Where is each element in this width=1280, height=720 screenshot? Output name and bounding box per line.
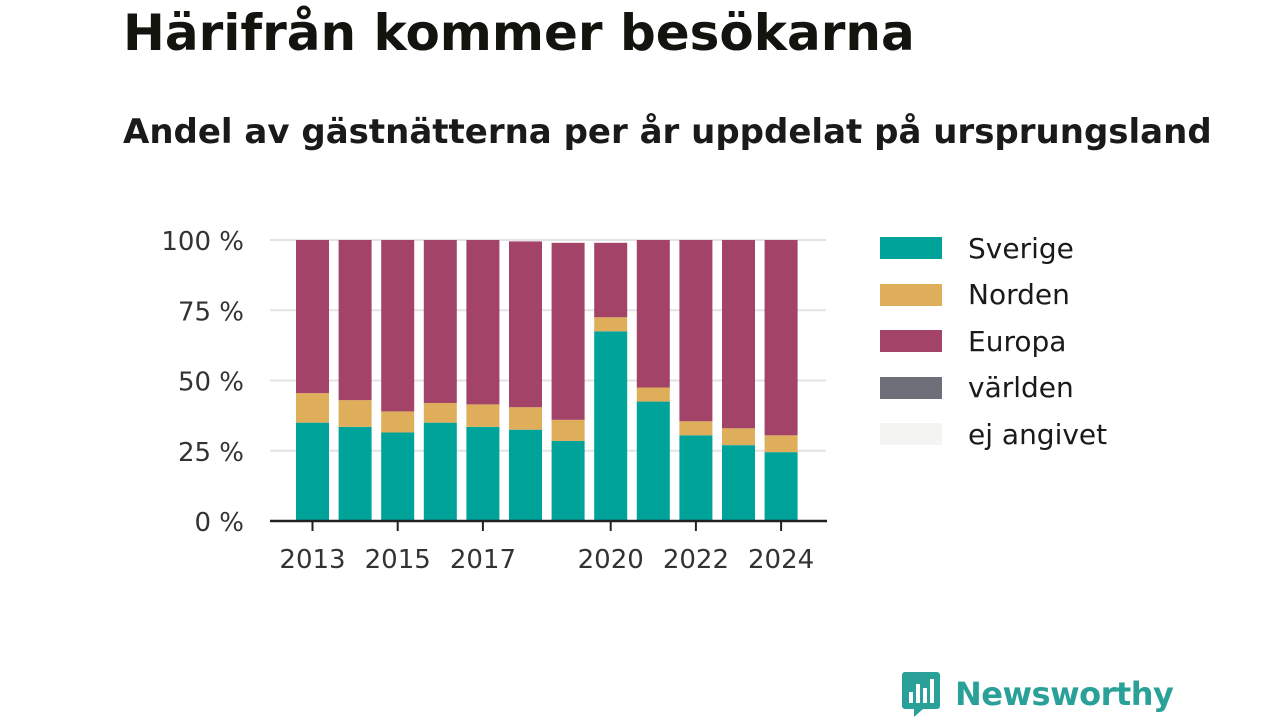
- bar-segment-sverige-2016: [423, 422, 457, 521]
- bar-segment-norden-2020: [594, 317, 628, 332]
- legend-label: världen: [968, 371, 1074, 405]
- bar-segment-europa-2013: [296, 240, 329, 394]
- bar-segment-europa-2015: [381, 240, 415, 412]
- legend-item: världen: [880, 365, 1107, 412]
- chart-subtitle: Andel av gästnätterna per år uppdelat på…: [123, 112, 1212, 152]
- bar-segment-sverige-2024: [764, 452, 798, 521]
- legend-swatch: [880, 423, 942, 446]
- bar-segment-europa-2020: [594, 242, 628, 318]
- bar-stacks: [296, 240, 798, 521]
- bar-segment-norden-2017: [466, 404, 500, 427]
- x-tick-label: 2022: [663, 545, 729, 575]
- x-tick-label: 2024: [748, 545, 814, 575]
- bar-segment-sverige-2023: [722, 445, 755, 521]
- bar-segment-sverige-2018: [509, 429, 542, 521]
- y-tick-label: 25 %: [178, 438, 244, 468]
- bar-segment-sverige-2017: [466, 426, 500, 521]
- x-tick-label: 2017: [450, 545, 516, 575]
- bar-segment-europa-2017: [466, 240, 500, 405]
- y-tick-label: 50 %: [178, 368, 244, 398]
- y-tick-label: 75 %: [178, 297, 244, 327]
- bar-segment-europa-2023: [722, 240, 755, 429]
- legend-swatch: [880, 376, 942, 399]
- bar-segment-sverige-2022: [679, 435, 713, 521]
- bar-segment-europa-2018: [509, 241, 542, 408]
- y-tick-label: 100 %: [161, 227, 244, 257]
- bar-segment-sverige-2014: [338, 426, 372, 521]
- legend-item: ej angivet: [880, 411, 1107, 458]
- bar-segment-norden-2013: [296, 393, 329, 423]
- legend-item: Sverige: [880, 225, 1107, 272]
- bar-segment-sverige-2020: [594, 331, 628, 521]
- x-tick-labels: 2013 2015 2017 2020 2022 2024: [279, 521, 814, 575]
- chart-title: Härifrån kommer besökarna: [123, 4, 915, 62]
- y-tick-label: 0 %: [194, 508, 244, 538]
- legend-item: Norden: [880, 272, 1107, 319]
- legend-label: Sverige: [968, 231, 1074, 265]
- x-tick-label: 2020: [578, 545, 644, 575]
- legend-swatch: [880, 237, 942, 260]
- bar-segment-europa-2016: [423, 240, 457, 403]
- bar-segment-norden-2022: [679, 421, 713, 436]
- bar-segment-sverige-2015: [381, 432, 415, 521]
- bar-segment-norden-2018: [509, 407, 542, 430]
- legend-label: Norden: [968, 278, 1070, 312]
- bar-segment-sverige-2013: [296, 422, 329, 521]
- legend-swatch: [880, 330, 942, 353]
- brand-name: Newsworthy: [955, 675, 1174, 713]
- bar-segment-norden-2023: [722, 428, 755, 446]
- bar-segment-norden-2021: [636, 387, 670, 402]
- bar-segment-sverige-2019: [551, 440, 585, 521]
- bar-segment-europa-2021: [636, 240, 670, 388]
- bar-segment-norden-2019: [551, 419, 585, 441]
- x-tick-label: 2015: [365, 545, 431, 575]
- bar-segment-sverige-2021: [636, 401, 670, 521]
- legend: Sverige Norden Europa världen ej angivet: [880, 225, 1107, 458]
- bar-segment-norden-2014: [338, 400, 372, 427]
- legend-item: Europa: [880, 318, 1107, 365]
- bar-segment-norden-2016: [423, 402, 457, 423]
- bar-segment-norden-2024: [764, 435, 798, 453]
- legend-label: Europa: [968, 324, 1067, 358]
- bar-segment-norden-2015: [381, 411, 415, 433]
- brand-logo: Newsworthy: [901, 670, 1174, 718]
- bar-chart-speech-bubble-icon: [902, 672, 940, 717]
- y-tick-labels: 0 % 25 % 50 % 75 % 100 %: [161, 227, 244, 538]
- bar-segment-europa-2019: [551, 242, 585, 420]
- bar-segment-europa-2014: [338, 240, 372, 401]
- bar-segment-europa-2024: [764, 240, 798, 436]
- legend-label: ej angivet: [968, 417, 1108, 451]
- x-tick-label: 2013: [279, 545, 345, 575]
- bar-segment-europa-2022: [679, 240, 713, 422]
- legend-swatch: [880, 283, 942, 306]
